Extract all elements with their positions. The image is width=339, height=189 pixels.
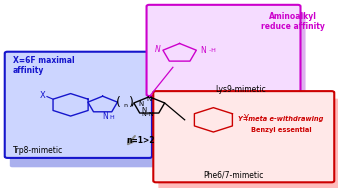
Text: N: N [200,46,206,55]
Text: Y: Y [243,114,248,123]
Text: X: X [39,91,45,100]
FancyBboxPatch shape [158,99,339,189]
Text: Y=meta e-withdrawing: Y=meta e-withdrawing [238,116,324,122]
Text: n: n [123,102,127,108]
Text: affinity: affinity [13,66,44,75]
Text: –H: –H [208,48,216,53]
Text: X=6F maximal: X=6F maximal [13,56,74,65]
FancyBboxPatch shape [152,13,305,105]
Text: Trp8-mimetic: Trp8-mimetic [13,146,63,155]
Text: ): ) [129,96,134,109]
Text: H: H [109,115,114,120]
FancyBboxPatch shape [153,91,334,182]
Text: reduce affinity: reduce affinity [261,22,325,30]
Text: N: N [155,45,160,54]
Text: Benzyl essential: Benzyl essential [251,127,311,133]
Text: n=1>2: n=1>2 [126,136,155,145]
Text: N–N: N–N [141,112,154,117]
Text: (: ( [116,96,121,109]
Text: Phe6/7-mimetic: Phe6/7-mimetic [203,171,264,180]
Text: N: N [138,101,143,107]
FancyBboxPatch shape [10,61,157,167]
Text: Aminoalkyl: Aminoalkyl [269,12,317,21]
FancyBboxPatch shape [146,5,300,96]
Text: N: N [147,96,152,102]
Text: N: N [141,107,147,113]
Text: Lys9-mimetic: Lys9-mimetic [215,85,266,94]
Text: N: N [103,112,108,121]
FancyBboxPatch shape [5,52,152,158]
